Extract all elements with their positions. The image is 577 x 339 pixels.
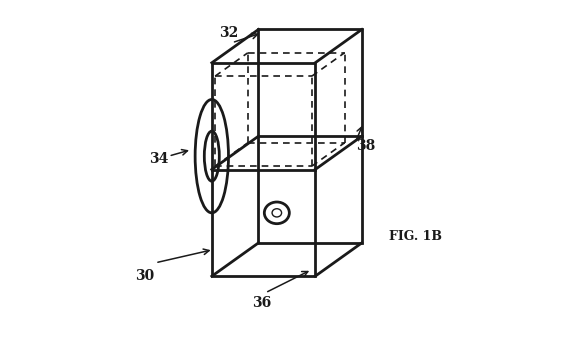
Text: 32: 32: [219, 26, 238, 40]
Text: 36: 36: [252, 296, 271, 310]
Text: 34: 34: [149, 153, 168, 166]
Text: 30: 30: [136, 269, 155, 283]
Text: FIG. 1B: FIG. 1B: [389, 230, 442, 243]
Text: 38: 38: [355, 139, 375, 153]
